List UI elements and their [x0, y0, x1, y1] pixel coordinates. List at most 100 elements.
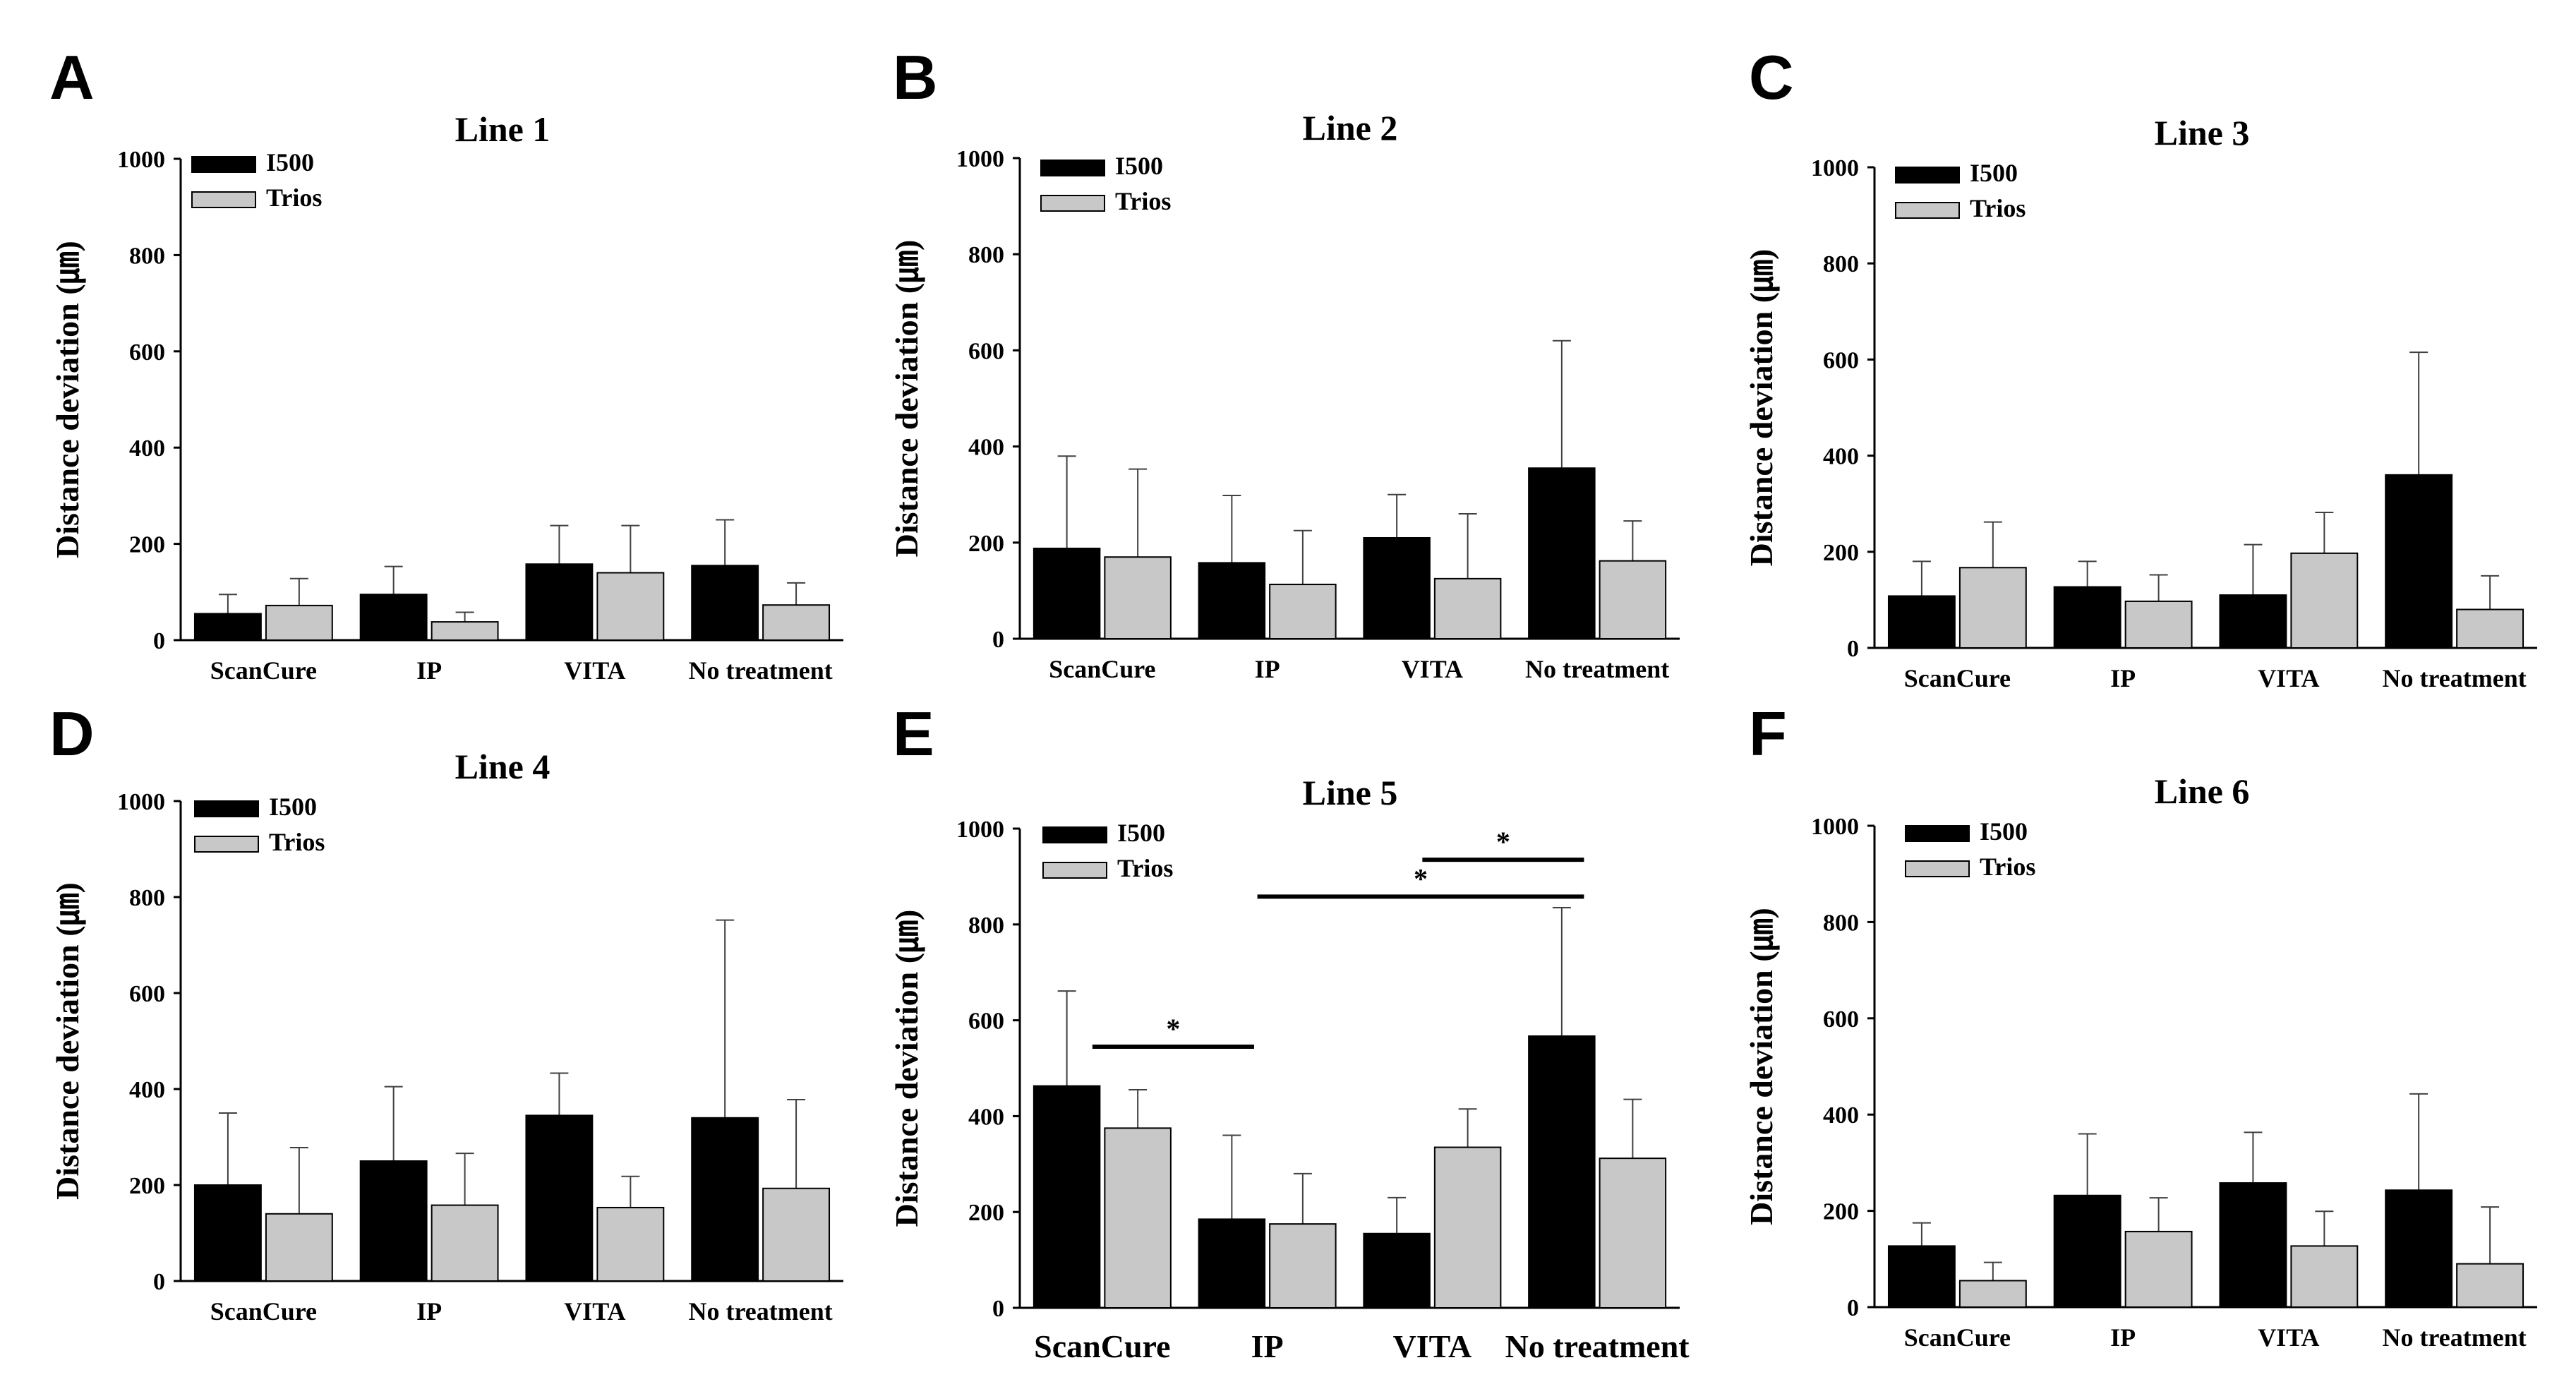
- bar-i500: [2219, 1182, 2287, 1308]
- bar-i500: [1033, 1085, 1101, 1309]
- y-tick-label: 200: [968, 1200, 1004, 1226]
- y-tick-label: 1000: [956, 817, 1004, 843]
- significance-star: *: [1414, 862, 1428, 894]
- bar-i500: [359, 1160, 428, 1282]
- bar-trios: [431, 1204, 499, 1282]
- legend-swatch-i500: [1905, 825, 1970, 842]
- bar-trios: [431, 621, 499, 641]
- bar-i500: [2053, 1194, 2121, 1308]
- bar-i500: [1198, 1218, 1266, 1309]
- bar-trios: [1433, 1146, 1502, 1309]
- y-axis-label: Distance deviation (㎛): [49, 241, 87, 558]
- y-tick-label: 600: [1823, 347, 1859, 373]
- bar-trios: [596, 572, 665, 642]
- legend-swatch-i500: [1042, 826, 1107, 843]
- y-tick-label: 600: [968, 1009, 1004, 1035]
- bar-i500: [2053, 586, 2121, 649]
- bar-i500: [691, 1117, 759, 1282]
- y-tick-label: 1000: [117, 147, 165, 173]
- y-tick-label: 400: [1823, 1102, 1859, 1129]
- y-tick-label: 1000: [956, 146, 1004, 172]
- bar-trios: [1269, 584, 1337, 639]
- x-tick-label: No treatment: [1525, 655, 1669, 683]
- legend-label: Trios: [266, 184, 322, 212]
- legend-label: I500: [1115, 152, 1163, 180]
- legend-swatch-trios: [194, 836, 259, 853]
- x-tick-label: ScanCure: [1049, 655, 1155, 683]
- x-tick-label: VITA: [2258, 664, 2319, 692]
- x-tick-label: No treatment: [2382, 1323, 2526, 1352]
- y-tick-label: 600: [129, 339, 165, 366]
- bar-trios: [762, 1187, 831, 1282]
- legend-swatch-trios: [1042, 862, 1107, 879]
- y-axis-label: Distance deviation (㎛): [889, 240, 926, 558]
- panel-letter: E: [893, 699, 934, 769]
- bar-trios: [1433, 577, 1502, 639]
- x-tick-label: No treatment: [1505, 1328, 1690, 1364]
- legend-swatch-i500: [191, 156, 256, 173]
- legend-swatch-trios: [1905, 860, 1970, 877]
- legend-swatch-i500: [1895, 167, 1960, 184]
- bar-trios: [1599, 1158, 1667, 1309]
- legend-label: Trios: [1115, 187, 1171, 215]
- y-axis-label: Distance deviation (㎛): [1743, 249, 1781, 567]
- panel-letter: A: [49, 42, 95, 112]
- legend-label: I500: [266, 148, 314, 176]
- legend-label: I500: [1980, 817, 2028, 846]
- bar-trios: [2290, 1245, 2359, 1308]
- x-tick-label: VITA: [2258, 1323, 2319, 1352]
- bar-trios: [265, 604, 333, 641]
- bar-i500: [1363, 536, 1431, 639]
- y-tick-label: 0: [1847, 1295, 1859, 1321]
- y-tick-label: 200: [1823, 1199, 1859, 1225]
- y-tick-label: 200: [968, 531, 1004, 557]
- legend-swatch-trios: [1040, 195, 1105, 212]
- x-tick-label: ScanCure: [210, 656, 317, 685]
- bar-i500: [1033, 547, 1101, 639]
- chart-title: Line 1: [455, 109, 550, 149]
- legend-swatch-i500: [1040, 160, 1105, 176]
- y-tick-label: 0: [1847, 636, 1859, 662]
- bar-i500: [525, 1114, 594, 1282]
- bar-i500: [1198, 562, 1266, 639]
- y-tick-label: 800: [129, 243, 165, 269]
- bar-trios: [596, 1206, 665, 1282]
- y-tick-label: 800: [968, 913, 1004, 939]
- bar-trios: [1104, 1127, 1172, 1309]
- y-tick-label: 0: [992, 1296, 1004, 1322]
- y-tick-label: 800: [1823, 251, 1859, 277]
- bar-trios: [762, 604, 831, 641]
- x-tick-label: ScanCure: [1034, 1328, 1170, 1364]
- bar-trios: [1599, 560, 1667, 639]
- bar-i500: [1528, 1035, 1596, 1309]
- legend-swatch-trios: [1895, 202, 1960, 219]
- y-tick-label: 800: [968, 242, 1004, 268]
- chart-panel-b: B Line 2 0 200 400 600 800 1000 Distance deviati…: [889, 42, 1680, 683]
- y-tick-label: 400: [1823, 444, 1859, 470]
- x-tick-label: IP: [416, 656, 442, 685]
- chart-panel-e: E Line 5 0 200 400 600 800 1000 Distance deviati…: [889, 699, 1690, 1364]
- x-tick-label: VITA: [1402, 655, 1463, 683]
- bar-i500: [1887, 595, 1956, 649]
- y-tick-label: 200: [129, 532, 165, 558]
- y-tick-label: 600: [968, 338, 1004, 364]
- x-tick-label: No treatment: [688, 1297, 832, 1325]
- y-tick-label: 0: [153, 1269, 165, 1295]
- legend-label: I500: [1970, 159, 2018, 187]
- panel-letter: F: [1749, 699, 1787, 769]
- significance-star: *: [1496, 826, 1510, 858]
- x-tick-label: IP: [2110, 664, 2136, 692]
- chart-panel-c: C Line 3 0 200 400 600 800 1000 Distance deviati…: [1743, 42, 2537, 692]
- x-tick-label: VITA: [564, 1297, 625, 1325]
- x-tick-label: IP: [1251, 1328, 1284, 1364]
- bar-i500: [2219, 594, 2287, 649]
- y-tick-label: 400: [968, 1104, 1004, 1130]
- y-axis-label: Distance deviation (㎛): [49, 882, 87, 1200]
- chart-title: Line 5: [1303, 773, 1398, 812]
- y-tick-label: 800: [129, 885, 165, 911]
- chart-title: Line 6: [2155, 771, 2250, 811]
- y-tick-label: 0: [992, 627, 1004, 653]
- panel-letter: B: [893, 42, 938, 112]
- x-tick-label: VITA: [564, 656, 625, 685]
